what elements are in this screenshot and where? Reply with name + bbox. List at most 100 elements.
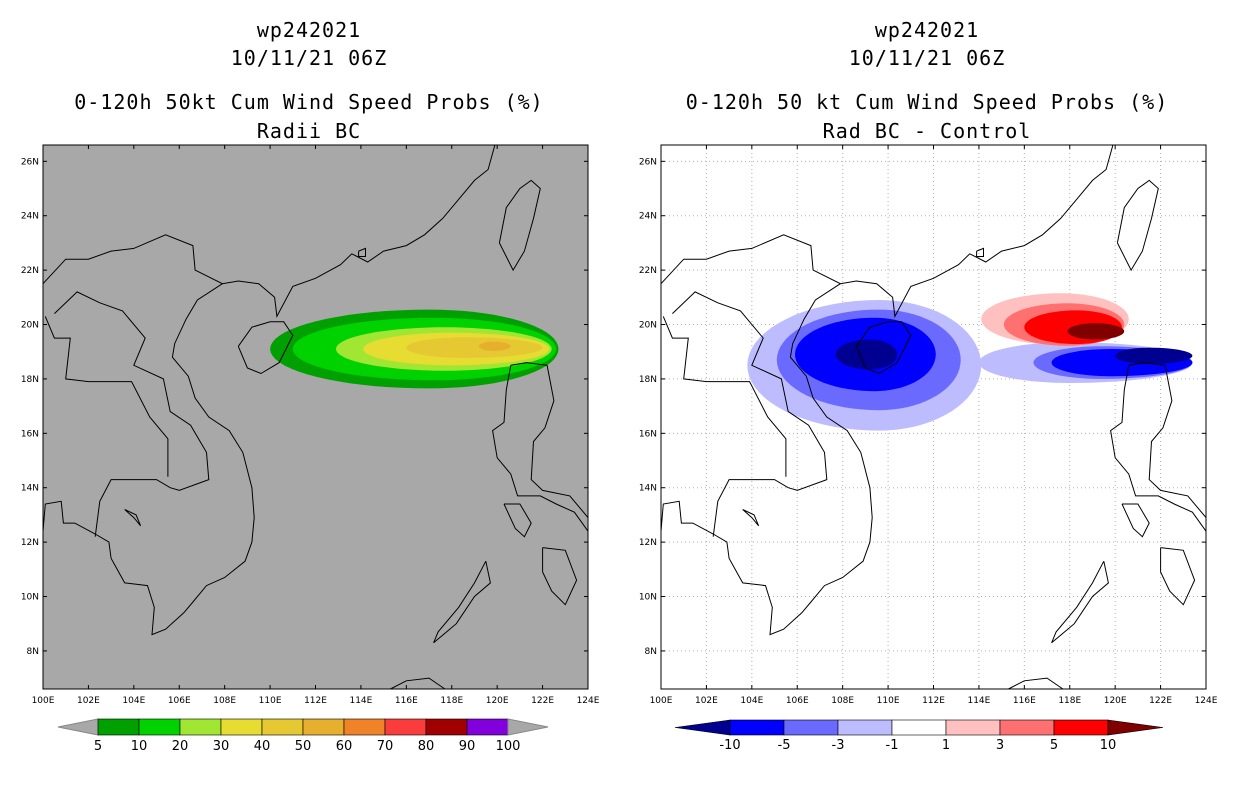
colorbar-label: -5: [778, 738, 791, 753]
coastline-mainland: [42, 144, 496, 319]
colorbar-swatch: [891, 719, 947, 736]
difference-contour: [835, 339, 898, 370]
colorbar-swatch: [343, 718, 386, 736]
datetime-title: 10/11/21 06Z: [848, 46, 1006, 70]
storm-id-title: wp242021: [256, 18, 362, 42]
lon-label: 108E: [831, 696, 854, 706]
subtitle: Rad BC - Control: [822, 119, 1032, 143]
product-title: 0-120h 50 kt Cum Wind Speed Probs (%): [685, 90, 1169, 114]
colorbar-label: 3: [996, 738, 1004, 753]
coastline-luzon: [1110, 362, 1207, 533]
colorbar-label: 5: [1050, 738, 1058, 753]
lon-label: 118E: [1058, 696, 1081, 706]
colorbar-right-cap: [507, 718, 549, 736]
subtitle: Radii BC: [256, 119, 362, 143]
probability-colorbar: 5 10 20 30 40 50 60 70 80 90 100: [57, 718, 549, 754]
coastline-hainan: [237, 321, 294, 375]
colorbar-swatch: [837, 719, 893, 736]
colorbar-swatch: [179, 718, 222, 736]
colorbar-swatch: [138, 718, 181, 736]
right-panel: wp242021 10/11/21 06Z 0-120h 50 kt Cum W…: [618, 0, 1236, 800]
colorbar-label: 70: [377, 739, 394, 754]
colorbar-label: 60: [336, 739, 353, 754]
coastline-tonle: [742, 509, 760, 527]
lat-label: 14N: [21, 484, 39, 494]
coastline-visayas: [1160, 547, 1196, 606]
colorbar-label: -10: [719, 738, 740, 753]
lon-label: 102E: [77, 696, 100, 706]
colorbar-label: 20: [172, 739, 189, 754]
datetime-title: 10/11/21 06Z: [230, 46, 388, 70]
colorbar-swatch: [999, 719, 1055, 736]
lat-label: 22N: [639, 266, 657, 276]
lat-label: 18N: [21, 375, 39, 385]
lon-label: 124E: [1195, 696, 1218, 706]
coastline-vietnam: [660, 283, 873, 651]
colorbar-swatch: [1053, 719, 1109, 736]
lat-label: 26N: [639, 157, 657, 167]
colorbar-left-cap: [57, 718, 99, 736]
lon-label: 120E: [1104, 696, 1127, 706]
colorbar-label: 100: [496, 739, 521, 754]
lon-label: 104E: [122, 696, 145, 706]
coastline-vietnam: [42, 283, 255, 651]
lat-label: 14N: [639, 484, 657, 494]
difference-colorbar: -10 -5 -3 -1 1 3 5 10: [674, 719, 1164, 753]
lat-label: 16N: [21, 429, 39, 439]
colorbar-swatch: [466, 718, 509, 736]
coastline-laos: [54, 291, 210, 537]
lat-label: 10N: [21, 593, 39, 603]
lon-label: 112E: [922, 696, 945, 706]
probability-contour: [406, 337, 543, 358]
colorbar-swatch: [783, 719, 839, 736]
lon-label: 100E: [650, 696, 673, 706]
left-probability-map: 100E 102E 104E 106E 108E 110E 112E 114E 116E 118E…: [21, 144, 600, 754]
lon-label: 122E: [1149, 696, 1172, 706]
lon-label: 110E: [877, 696, 900, 706]
lat-label: 8N: [27, 647, 39, 657]
lat-label: 10N: [639, 593, 657, 603]
lat-label: 18N: [639, 375, 657, 385]
lat-label: 22N: [21, 266, 39, 276]
colorbar-swatch: [425, 718, 468, 736]
colorbar-label: -1: [886, 738, 899, 753]
coastline-islands1: [976, 247, 984, 257]
colorbar-label: -3: [832, 738, 845, 753]
colorbar-label: 5: [94, 739, 102, 754]
difference-contour: [1115, 347, 1193, 364]
colorbar-swatch: [945, 719, 1001, 736]
coastline-borneo: [1008, 677, 1064, 690]
coastline-palawan: [433, 560, 491, 644]
colorbar-right-cap: [1107, 719, 1164, 736]
lat-label: 24N: [21, 212, 39, 222]
difference-contour: [1067, 323, 1125, 340]
lon-label: 100E: [32, 696, 55, 706]
coastline-mainland: [660, 144, 1114, 319]
map-background: [43, 145, 588, 689]
colorbar-label: 40: [254, 739, 271, 754]
lon-label: 120E: [486, 696, 509, 706]
coastline-islands1: [358, 247, 366, 257]
coastline-visayas: [542, 547, 578, 606]
lat-label: 16N: [639, 429, 657, 439]
coastline-laos: [672, 291, 828, 537]
lat-label: 8N: [645, 647, 657, 657]
lon-label: 102E: [695, 696, 718, 706]
colorbar-swatch: [729, 719, 785, 736]
left-panel: wp242021 10/11/21 06Z 0-120h 50kt Cum Wi…: [21, 18, 600, 754]
colorbar-label: 80: [418, 739, 435, 754]
coastline-mindoro: [1121, 503, 1150, 538]
coastline-palawan: [1051, 560, 1109, 644]
coastline-laos2: [662, 316, 787, 477]
coastline-laos2: [44, 316, 169, 477]
lat-label: 20N: [639, 321, 657, 331]
lon-label: 114E: [967, 696, 990, 706]
colorbar-label: 90: [459, 739, 476, 754]
lat-label: 24N: [639, 212, 657, 222]
colorbar-swatch: [261, 718, 304, 736]
lon-label: 124E: [577, 696, 600, 706]
lon-label: 108E: [213, 696, 236, 706]
probability-contour: [479, 341, 511, 351]
lat-label: 12N: [21, 538, 39, 548]
lon-label: 110E: [259, 696, 282, 706]
